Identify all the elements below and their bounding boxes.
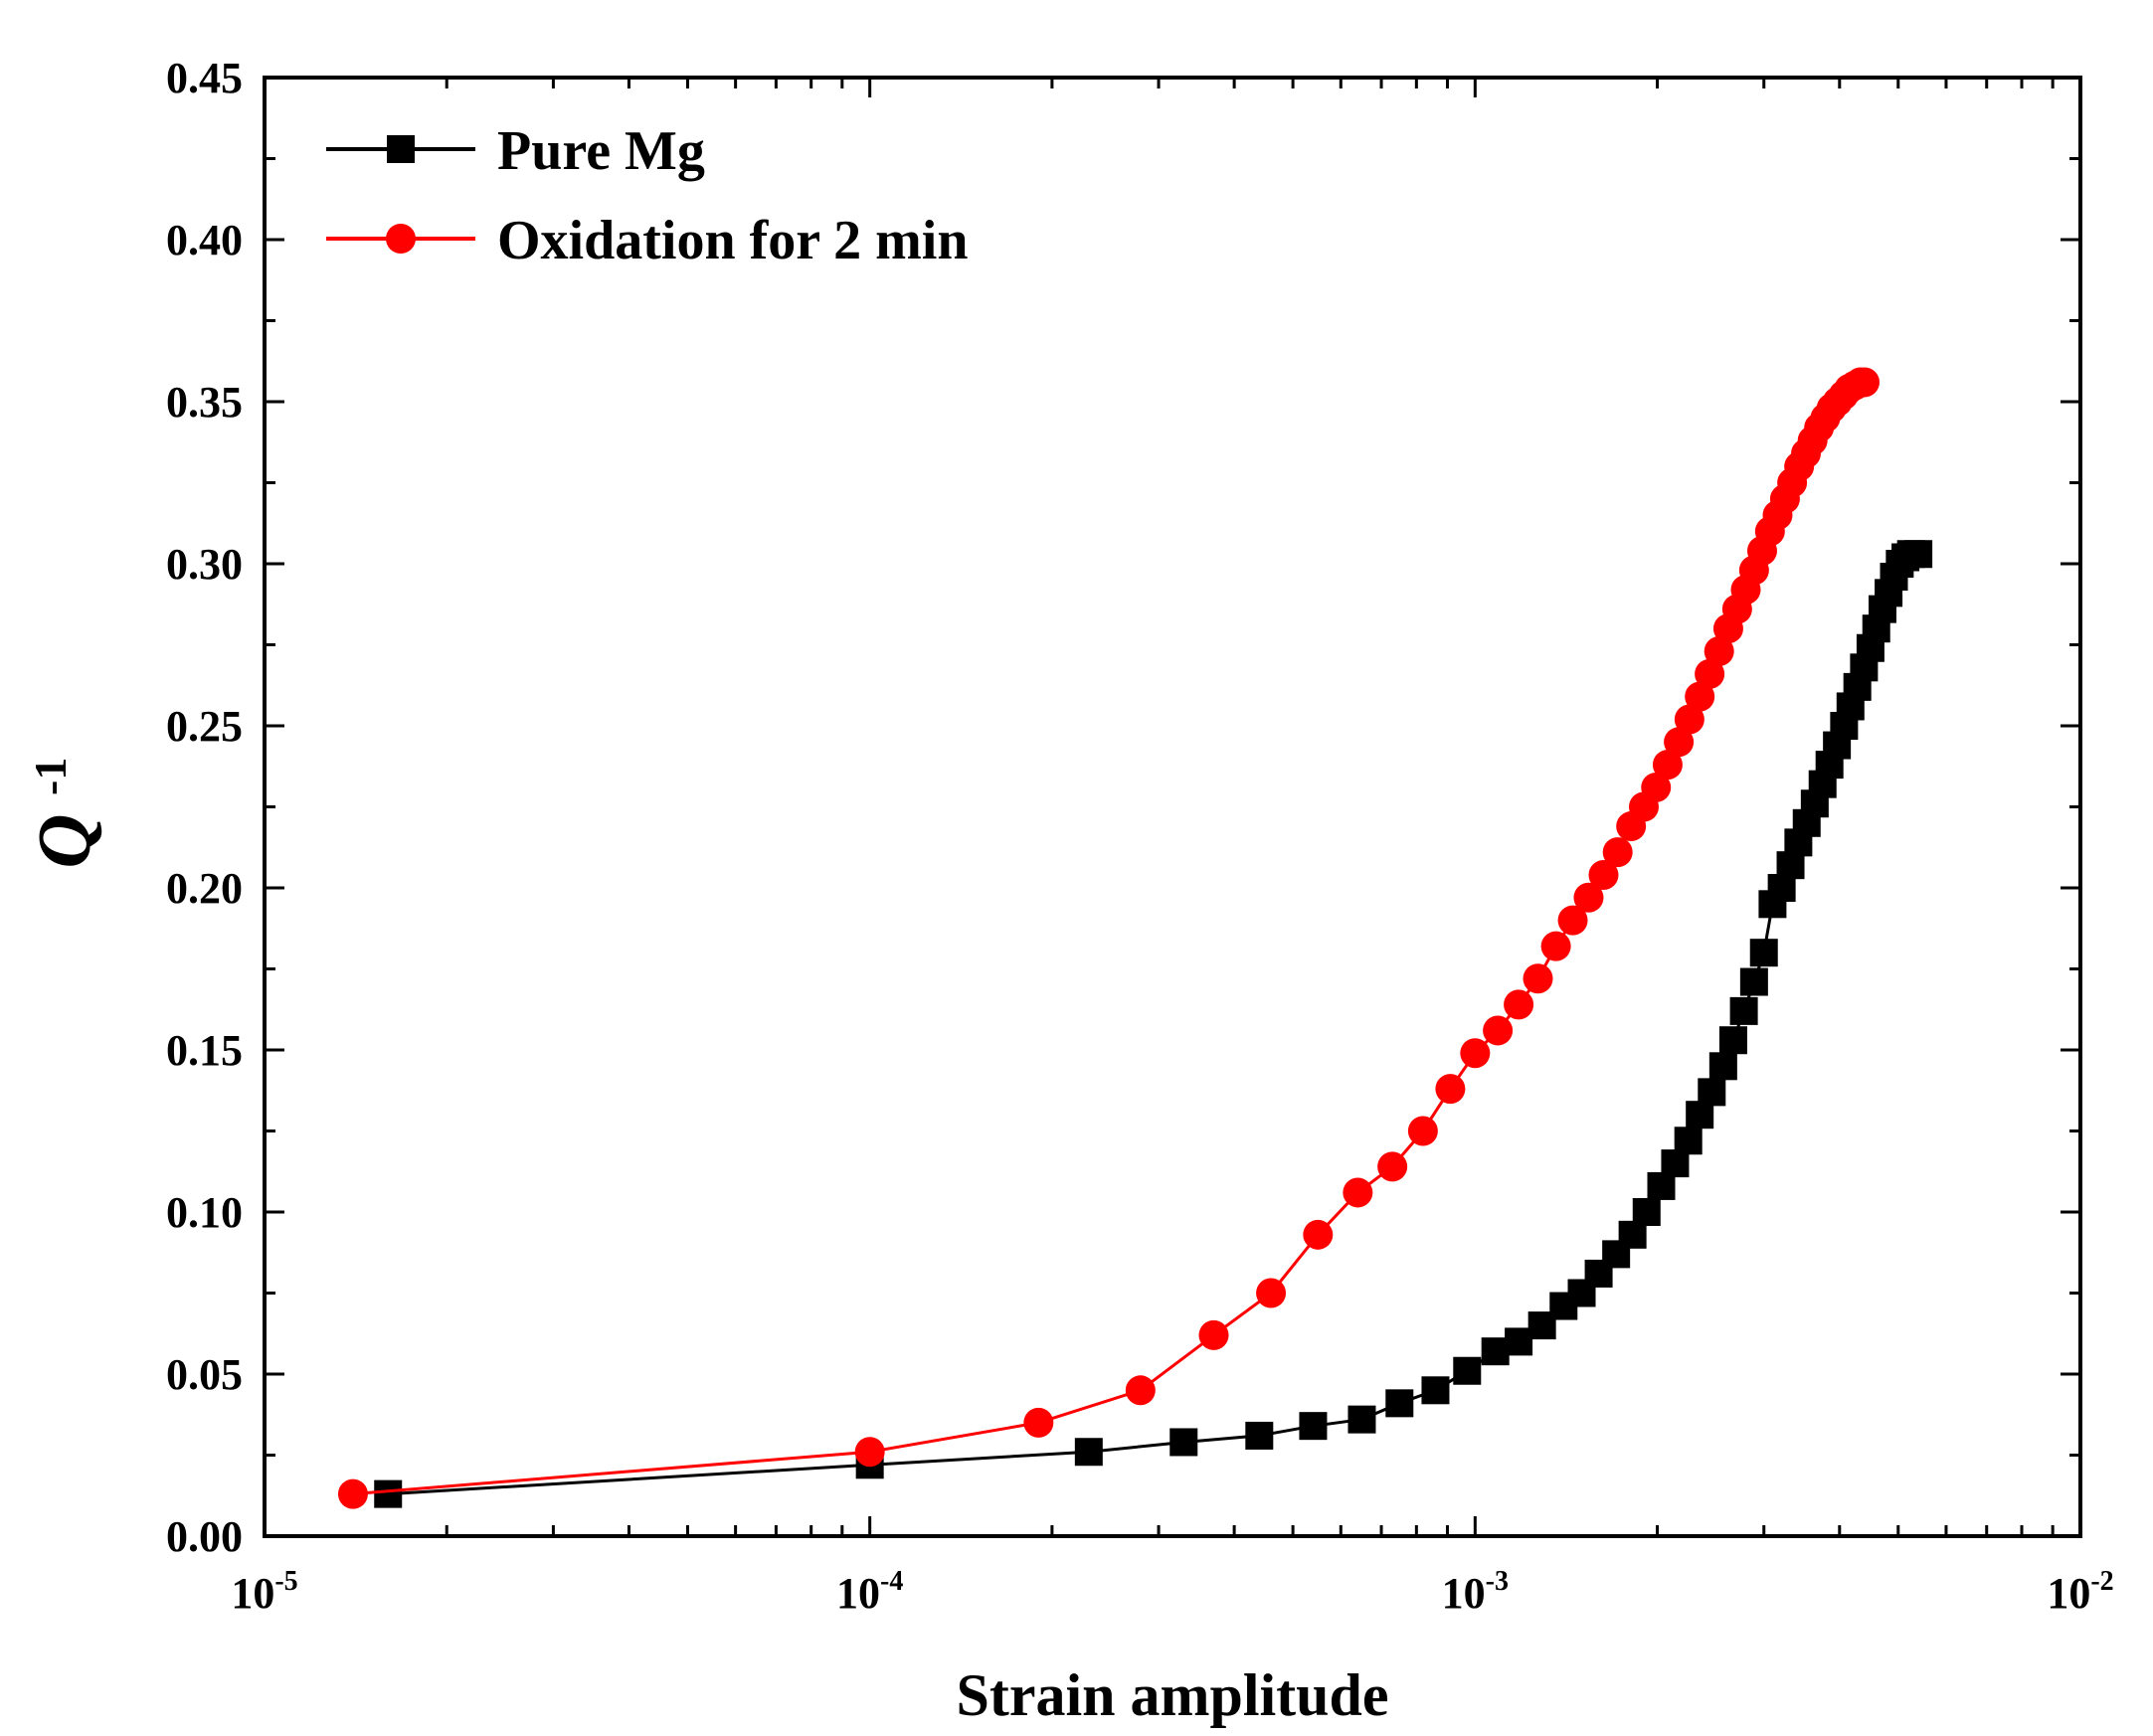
y-axis-title-base: Q bbox=[23, 814, 106, 869]
legend-label-oxidation: Oxidation for 2 min bbox=[497, 210, 968, 271]
data-point bbox=[1718, 1026, 1747, 1055]
data-point bbox=[1540, 931, 1571, 961]
y-tick-label: 0.05 bbox=[166, 1350, 243, 1399]
data-point bbox=[1245, 1421, 1274, 1450]
data-point bbox=[337, 1478, 368, 1509]
x-tick-label: 10-2 bbox=[2047, 1566, 2113, 1618]
data-point bbox=[1256, 1278, 1287, 1308]
legend-label-pure-mg: Pure Mg bbox=[497, 120, 705, 182]
y-tick-label: 0.00 bbox=[166, 1512, 243, 1561]
data-point bbox=[1385, 1389, 1414, 1418]
data-point bbox=[1377, 1151, 1408, 1182]
data-point bbox=[1504, 989, 1534, 1020]
series-pure-mg bbox=[374, 540, 1933, 1508]
legend-marker-oxidation bbox=[386, 224, 416, 254]
y-tick-label: 0.25 bbox=[166, 702, 243, 751]
data-point bbox=[1704, 636, 1734, 667]
series-oxidation bbox=[337, 367, 1880, 1509]
data-point bbox=[1698, 1078, 1726, 1107]
data-point bbox=[1481, 1337, 1510, 1366]
legend-marker-pure-mg bbox=[387, 135, 415, 163]
data-point bbox=[1483, 1015, 1514, 1046]
data-point bbox=[1641, 772, 1672, 802]
data-point bbox=[1460, 1038, 1491, 1069]
data-point bbox=[1904, 540, 1933, 569]
y-tick-label: 0.20 bbox=[166, 864, 243, 913]
data-point bbox=[1749, 939, 1778, 967]
data-point bbox=[1303, 1219, 1334, 1250]
series-line bbox=[352, 380, 1865, 1496]
data-point bbox=[1557, 905, 1588, 936]
data-point bbox=[854, 1437, 885, 1468]
chart-axes-layer: 0.00 0.05 0.10 0.15 0.20 0.25 0.30 0.35 0.40 0.45… bbox=[166, 54, 2114, 1618]
data-point bbox=[1632, 1198, 1661, 1226]
data-point bbox=[1588, 859, 1619, 890]
data-point bbox=[1739, 967, 1768, 996]
chart-series-layer bbox=[337, 367, 1933, 1509]
data-point bbox=[1505, 1327, 1533, 1356]
data-point bbox=[1729, 996, 1758, 1025]
chart-legend: Pure Mg Oxidation for 2 min bbox=[326, 120, 968, 271]
data-point bbox=[1674, 704, 1704, 735]
data-point bbox=[1407, 1116, 1438, 1146]
y-tick-label: 0.15 bbox=[166, 1026, 243, 1075]
y-tick-label: 0.35 bbox=[166, 378, 243, 427]
data-point bbox=[1023, 1407, 1054, 1438]
y-axis-title: Q -1 bbox=[23, 758, 106, 869]
data-point bbox=[1685, 681, 1715, 712]
data-point bbox=[1664, 727, 1695, 758]
data-point bbox=[1198, 1319, 1229, 1350]
data-point bbox=[1652, 750, 1683, 781]
data-point bbox=[1169, 1428, 1198, 1457]
data-point bbox=[1523, 963, 1553, 994]
x-tick-label: 10-5 bbox=[231, 1566, 297, 1618]
data-point bbox=[1573, 882, 1604, 913]
data-point bbox=[1849, 367, 1880, 398]
x-tick-label: 10-4 bbox=[836, 1566, 903, 1618]
data-point bbox=[1125, 1375, 1156, 1406]
data-point bbox=[1695, 658, 1725, 689]
data-point bbox=[1453, 1356, 1482, 1385]
data-point bbox=[1347, 1405, 1376, 1434]
x-axis-title: Strain amplitude bbox=[956, 1662, 1388, 1728]
data-point bbox=[1602, 837, 1633, 868]
data-point bbox=[1421, 1376, 1450, 1405]
y-tick-label: 0.30 bbox=[166, 540, 243, 589]
data-point bbox=[374, 1479, 403, 1508]
y-tick-label: 0.40 bbox=[166, 216, 243, 264]
data-point bbox=[1435, 1074, 1466, 1105]
y-axis-title-superscript: -1 bbox=[25, 758, 76, 795]
data-point bbox=[1074, 1438, 1103, 1467]
y-tick-label: 0.45 bbox=[166, 54, 243, 102]
data-point bbox=[1343, 1177, 1373, 1208]
x-tick-label: 10-3 bbox=[1442, 1566, 1509, 1618]
data-point bbox=[1299, 1412, 1328, 1441]
data-point bbox=[1708, 1052, 1737, 1081]
y-tick-label: 0.10 bbox=[166, 1188, 243, 1237]
data-point bbox=[1674, 1127, 1703, 1155]
